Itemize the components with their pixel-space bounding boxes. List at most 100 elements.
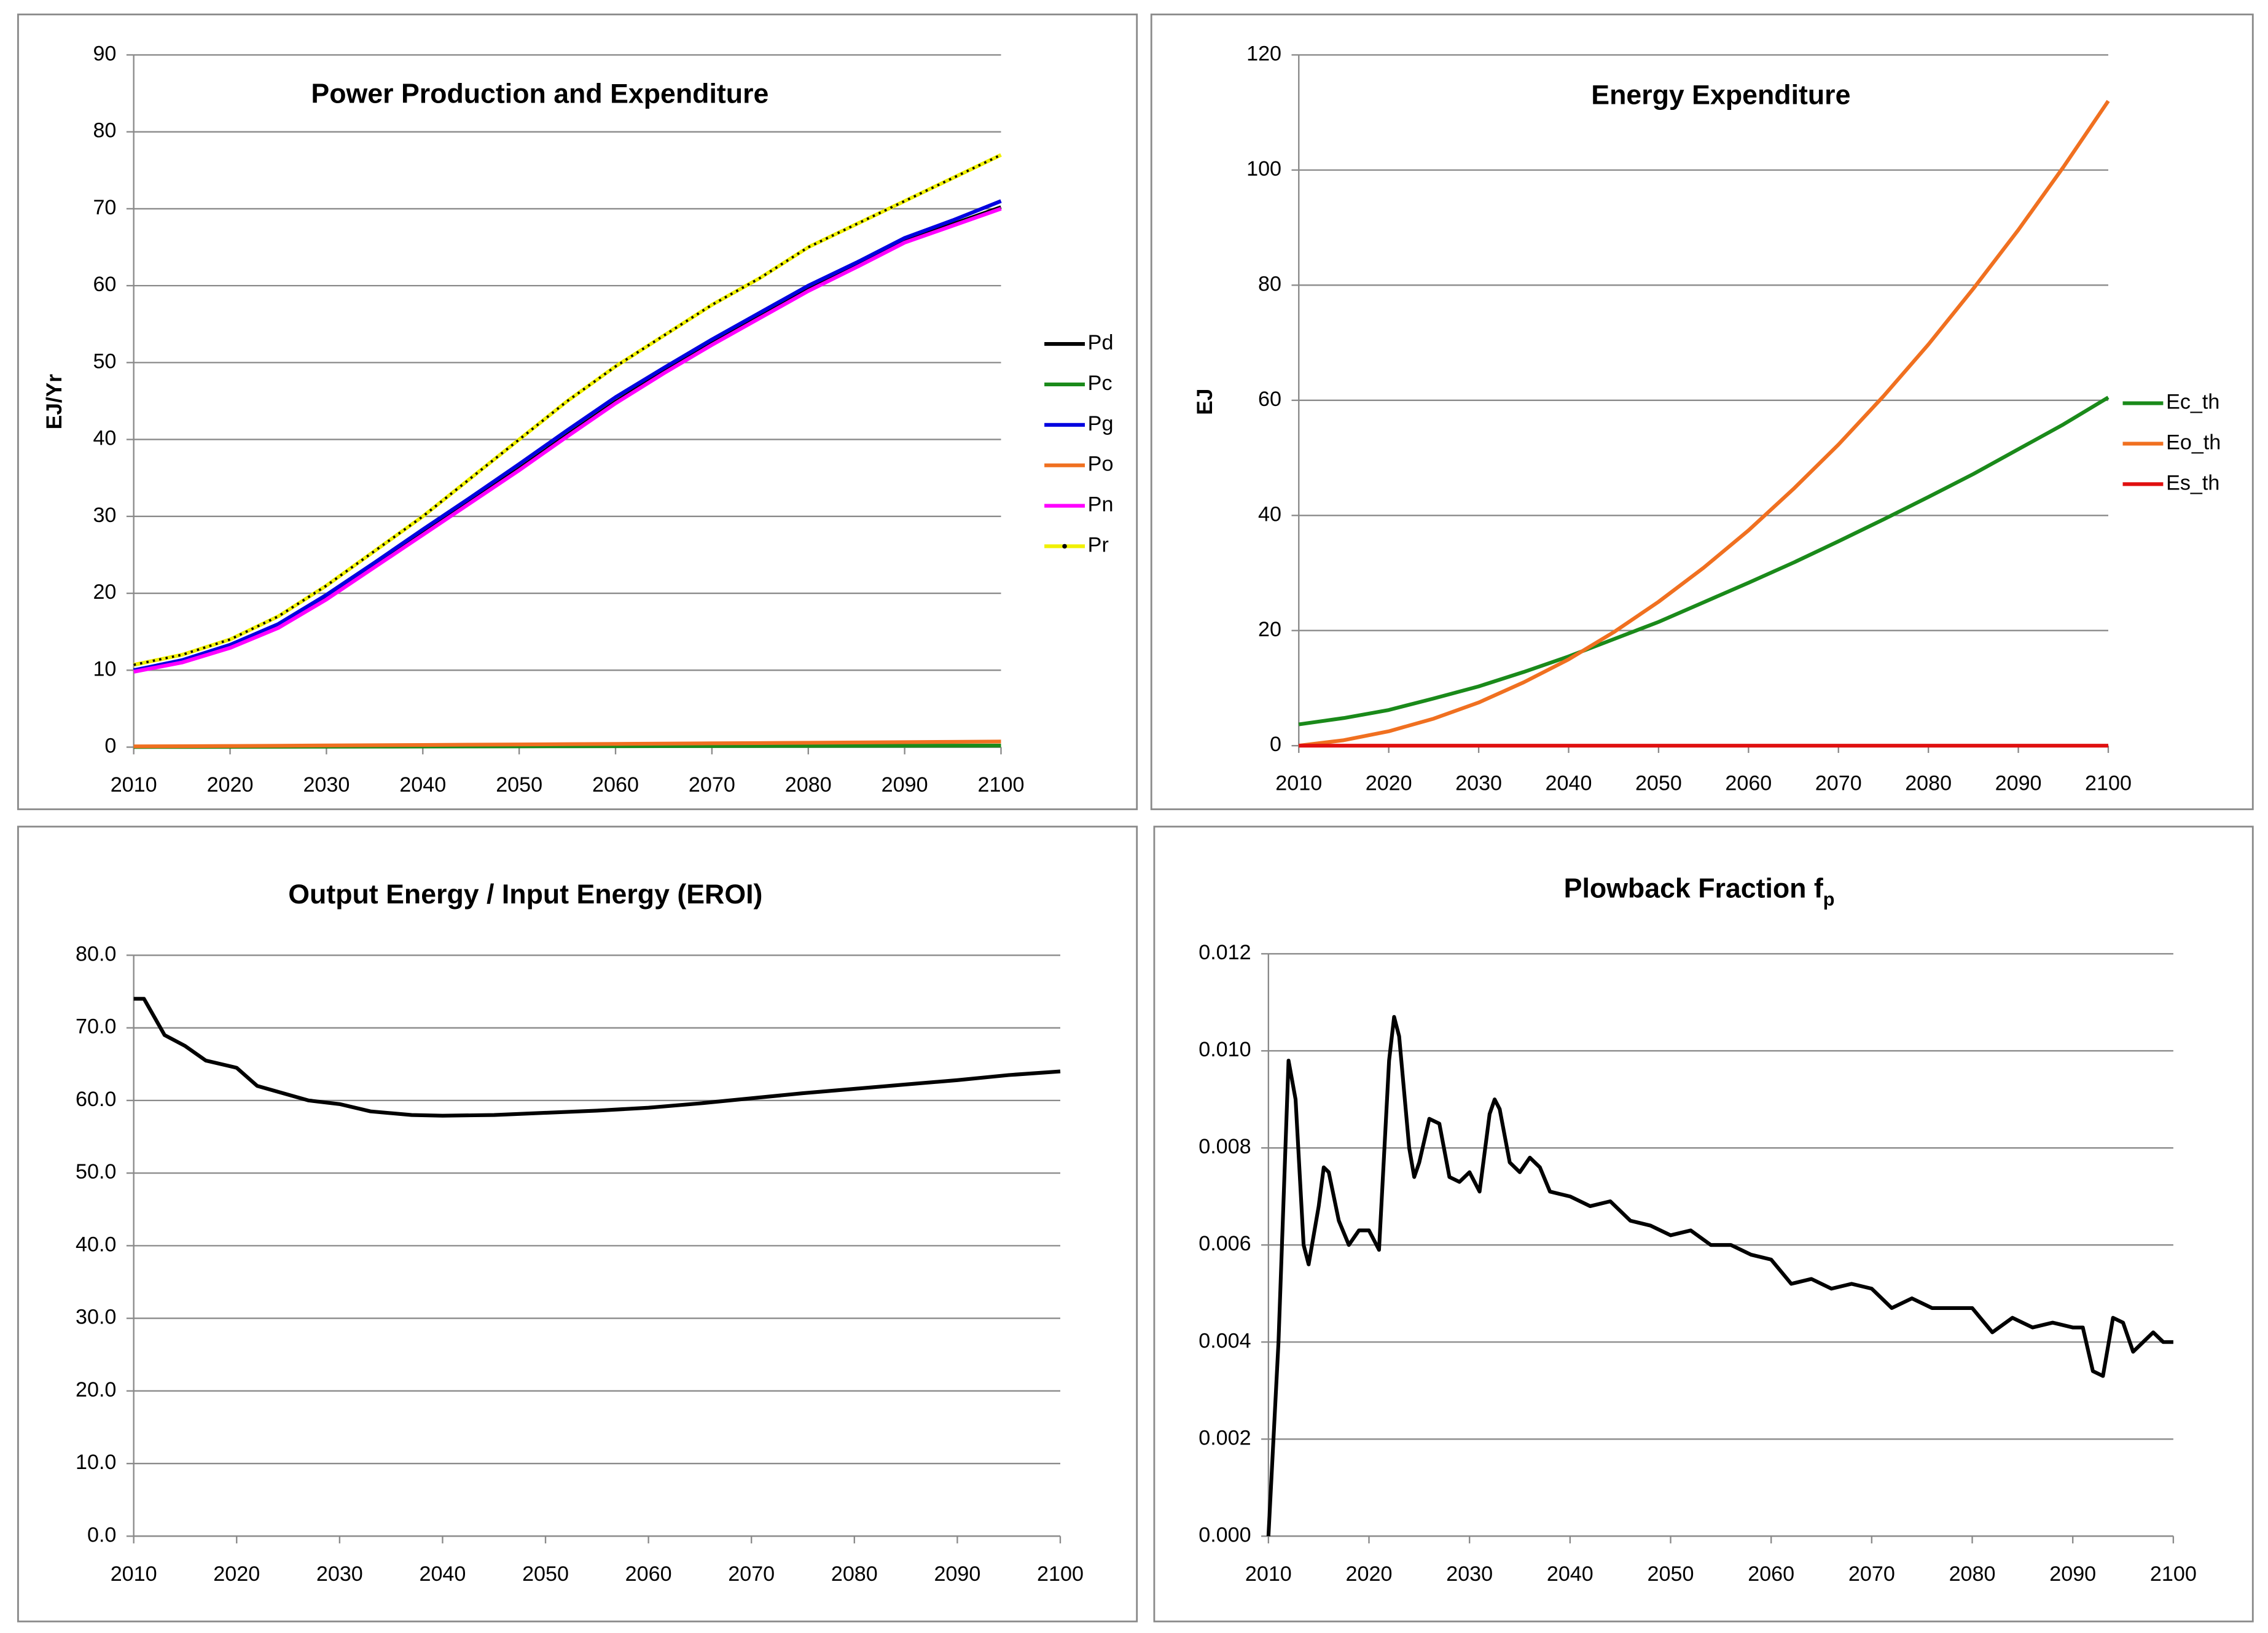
y-tick-label: 20.0: [76, 1378, 116, 1401]
x-tick-label: 2070: [689, 773, 735, 797]
panel-frame: [17, 14, 1138, 811]
y-tick-label: 10: [93, 657, 116, 680]
y-tick-label: 70.0: [76, 1015, 116, 1039]
x-tick-label: 2090: [882, 773, 928, 797]
x-tick-label: 2080: [1905, 772, 1952, 795]
x-tick-label: 2100: [2150, 1562, 2197, 1586]
x-tick-label: 2030: [1455, 772, 1502, 795]
x-tick-label: 2100: [1037, 1562, 1084, 1586]
x-tick-label: 2030: [303, 773, 350, 797]
data-line-dots: [133, 154, 1002, 666]
data-line: [133, 997, 1061, 1118]
x-tick-label: 2060: [592, 773, 639, 797]
data-line: [133, 199, 1002, 672]
x-tick-label: 2070: [1815, 772, 1862, 795]
y-tick-label: 10.0: [76, 1451, 116, 1474]
x-tick-label: 2030: [1446, 1562, 1493, 1586]
y-tick-label: 80: [93, 119, 116, 142]
chart-title-subscript: p: [1823, 889, 1835, 910]
data-line: [1266, 1015, 2173, 1537]
data-line: [1298, 99, 2110, 748]
x-tick-label: 2040: [419, 1562, 466, 1586]
y-tick-label: 20: [93, 580, 116, 604]
x-tick-label: 2100: [2085, 772, 2132, 795]
x-tick-label: 2010: [111, 773, 157, 797]
y-tick-label: 80.0: [76, 942, 116, 965]
y-tick-label: 60: [1258, 388, 1281, 411]
x-tick-label: 2100: [978, 773, 1025, 797]
legend-label: Ec_th: [2166, 391, 2219, 414]
y-tick-label: 40: [93, 427, 116, 450]
x-tick-label: 2090: [934, 1562, 980, 1586]
x-tick-label: 2060: [1725, 772, 1772, 795]
y-tick-label: 20: [1258, 618, 1281, 641]
legend-label: Pd: [1088, 331, 1114, 354]
y-tick-label: 40.0: [76, 1233, 116, 1256]
data-line: [1298, 396, 2110, 727]
legend-label: Pn: [1088, 493, 1114, 516]
y-tick-label: 0.000: [1199, 1523, 1251, 1546]
y-tick-label: 90: [93, 42, 116, 65]
y-tick-label: 0.008: [1199, 1135, 1251, 1158]
chart-title-text: Output Energy / Input Energy (EROI): [288, 879, 762, 910]
y-tick-label: 80: [1258, 272, 1281, 295]
y-tick-label: 0.012: [1199, 941, 1251, 964]
legend-label: Pr: [1088, 533, 1109, 556]
x-tick-label: 2010: [1245, 1562, 1292, 1586]
x-tick-label: 2090: [1995, 772, 2042, 795]
y-tick-label: 70: [93, 196, 116, 219]
x-tick-label: 2040: [399, 773, 446, 797]
y-tick-label: 50.0: [76, 1160, 116, 1183]
x-tick-label: 2020: [1366, 772, 1412, 795]
x-tick-label: 2040: [1546, 772, 1592, 795]
x-tick-label: 2060: [1748, 1562, 1794, 1586]
x-tick-label: 2020: [213, 1562, 260, 1586]
y-tick-label: 100: [1246, 157, 1281, 181]
chart-title: Plowback Fraction fp: [1564, 873, 1835, 910]
x-tick-label: 2030: [316, 1562, 363, 1586]
x-tick-label: 2090: [2049, 1562, 2096, 1586]
y-tick-label: 60: [93, 273, 116, 296]
chart-title-text: Energy Expenditure: [1591, 80, 1850, 110]
legend-label: Es_th: [2166, 471, 2219, 494]
x-tick-label: 2070: [1848, 1562, 1895, 1586]
chart-title-text: Power Production and Expenditure: [311, 79, 768, 109]
y-tick-label: 0.004: [1199, 1329, 1251, 1352]
x-tick-label: 2040: [1547, 1562, 1593, 1586]
chart-title: Power Production and Expenditure: [311, 79, 768, 109]
x-tick-label: 2050: [1635, 772, 1682, 795]
data-line: [133, 739, 1001, 749]
y-tick-label: 0: [1270, 733, 1281, 756]
x-tick-label: 2050: [1648, 1562, 1694, 1586]
panel-frame: [1153, 825, 2254, 1623]
x-tick-label: 2050: [522, 1562, 569, 1586]
chart-title-text: Plowback Fraction f: [1564, 873, 1823, 903]
y-tick-label: 60.0: [76, 1088, 116, 1111]
y-tick-label: 0.0: [87, 1523, 116, 1546]
x-tick-label: 2080: [785, 773, 832, 797]
legend-label: Pg: [1088, 412, 1114, 435]
y-tick-label: 0: [104, 735, 116, 758]
y-tick-label: 0.010: [1199, 1038, 1251, 1061]
x-tick-label: 2010: [1275, 772, 1322, 795]
x-tick-label: 2070: [728, 1562, 775, 1586]
chart-title: Output Energy / Input Energy (EROI): [288, 879, 762, 910]
y-tick-label: 120: [1246, 42, 1281, 65]
y-tick-label: 50: [93, 349, 116, 373]
y-tick-label: 30.0: [76, 1306, 116, 1329]
legend-label: Eo_th: [2166, 431, 2221, 454]
y-axis-label: EJ: [1193, 389, 1217, 415]
y-tick-label: 30: [93, 504, 116, 527]
chart-title: Energy Expenditure: [1591, 80, 1850, 110]
y-axis-label: EJ/Yr: [42, 374, 66, 429]
x-tick-label: 2080: [1949, 1562, 1996, 1586]
x-tick-label: 2020: [207, 773, 254, 797]
legend-label: Po: [1088, 453, 1114, 476]
data-line: [133, 206, 1002, 674]
legend-marker: [1062, 544, 1067, 549]
y-tick-label: 40: [1258, 502, 1281, 526]
x-tick-label: 2050: [496, 773, 542, 797]
y-tick-label: 0.002: [1199, 1426, 1251, 1449]
